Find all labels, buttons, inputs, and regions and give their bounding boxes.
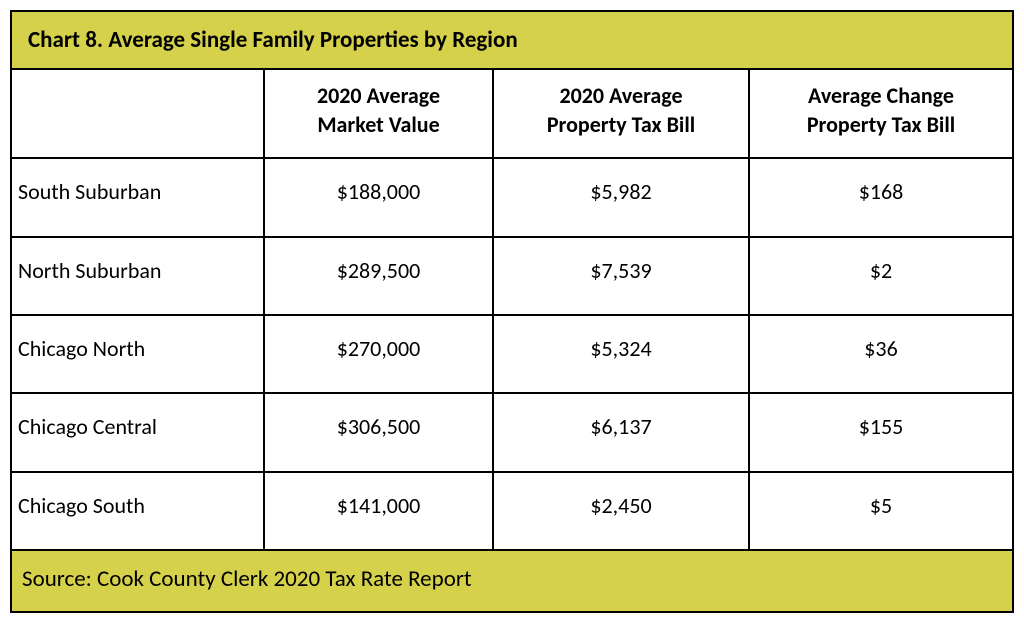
tax-bill-cell: $5,982	[493, 158, 749, 236]
table-row: North Suburban $289,500 $7,539 $2	[12, 237, 1012, 315]
column-header	[12, 70, 264, 158]
tax-bill-cell: $6,137	[493, 393, 749, 471]
property-tax-table: 2020 Average Market Value 2020 Average P…	[12, 70, 1012, 549]
column-header: 2020 Average Property Tax Bill	[493, 70, 749, 158]
market-value-cell: $270,000	[264, 315, 493, 393]
region-label: North Suburban	[12, 237, 264, 315]
table-row: Chicago North $270,000 $5,324 $36	[12, 315, 1012, 393]
table-row: Chicago South $141,000 $2,450 $5	[12, 472, 1012, 549]
market-value-cell: $188,000	[264, 158, 493, 236]
market-value-cell: $141,000	[264, 472, 493, 549]
region-label: Chicago South	[12, 472, 264, 549]
market-value-cell: $289,500	[264, 237, 493, 315]
region-label: South Suburban	[12, 158, 264, 236]
change-cell: $2	[749, 237, 1012, 315]
property-tax-table-container: Chart 8. Average Single Family Propertie…	[10, 10, 1014, 613]
tax-bill-cell: $5,324	[493, 315, 749, 393]
table-source-bar: Source: Cook County Clerk 2020 Tax Rate …	[12, 549, 1012, 611]
table-source: Source: Cook County Clerk 2020 Tax Rate …	[22, 565, 472, 593]
change-cell: $36	[749, 315, 1012, 393]
tax-bill-cell: $7,539	[493, 237, 749, 315]
table-title: Chart 8. Average Single Family Propertie…	[28, 26, 518, 54]
market-value-cell: $306,500	[264, 393, 493, 471]
table-title-bar: Chart 8. Average Single Family Propertie…	[12, 12, 1012, 70]
change-cell: $168	[749, 158, 1012, 236]
table-row: Chicago Central $306,500 $6,137 $155	[12, 393, 1012, 471]
region-label: Chicago Central	[12, 393, 264, 471]
table-row: South Suburban $188,000 $5,982 $168	[12, 158, 1012, 236]
column-header: 2020 Average Market Value	[264, 70, 493, 158]
tax-bill-cell: $2,450	[493, 472, 749, 549]
region-label: Chicago North	[12, 315, 264, 393]
column-header: Average Change Property Tax Bill	[749, 70, 1012, 158]
change-cell: $5	[749, 472, 1012, 549]
table-header-row: 2020 Average Market Value 2020 Average P…	[12, 70, 1012, 158]
change-cell: $155	[749, 393, 1012, 471]
